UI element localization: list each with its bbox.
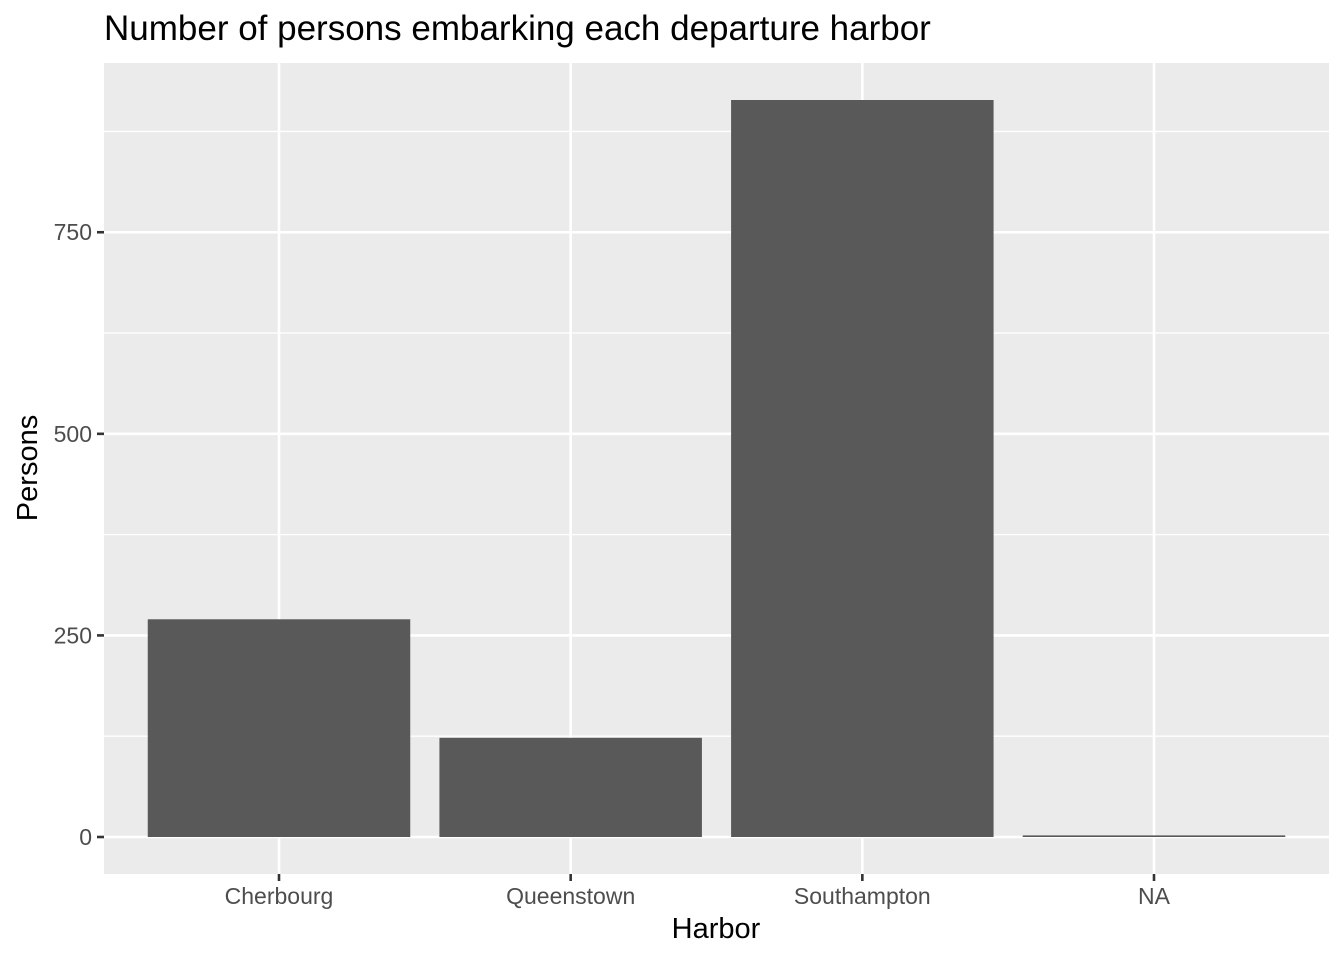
y-tick-label: 500 (54, 421, 92, 447)
y-tick-label: 0 (79, 824, 92, 850)
x-tick-label: Southampton (794, 883, 931, 909)
bar-queenstown (439, 737, 702, 837)
bars (147, 100, 1286, 837)
x-tick-label: Queenstown (506, 883, 635, 909)
x-axis-title: Harbor (672, 913, 761, 945)
x-axis: Cherbourg Queenstown Southampton NA (225, 874, 1171, 909)
chart-title: Number of persons embarking each departu… (104, 9, 931, 48)
y-axis-title: Persons (12, 415, 44, 521)
x-tick-label: Cherbourg (225, 883, 334, 909)
y-tick-label: 750 (54, 219, 92, 245)
bar-cherbourg (147, 619, 411, 837)
y-axis: 0 250 500 750 (54, 219, 104, 850)
bar-southampton (731, 100, 994, 837)
x-tick-label: NA (1138, 883, 1171, 909)
bar-na (1022, 835, 1286, 837)
y-tick-label: 250 (54, 622, 92, 648)
